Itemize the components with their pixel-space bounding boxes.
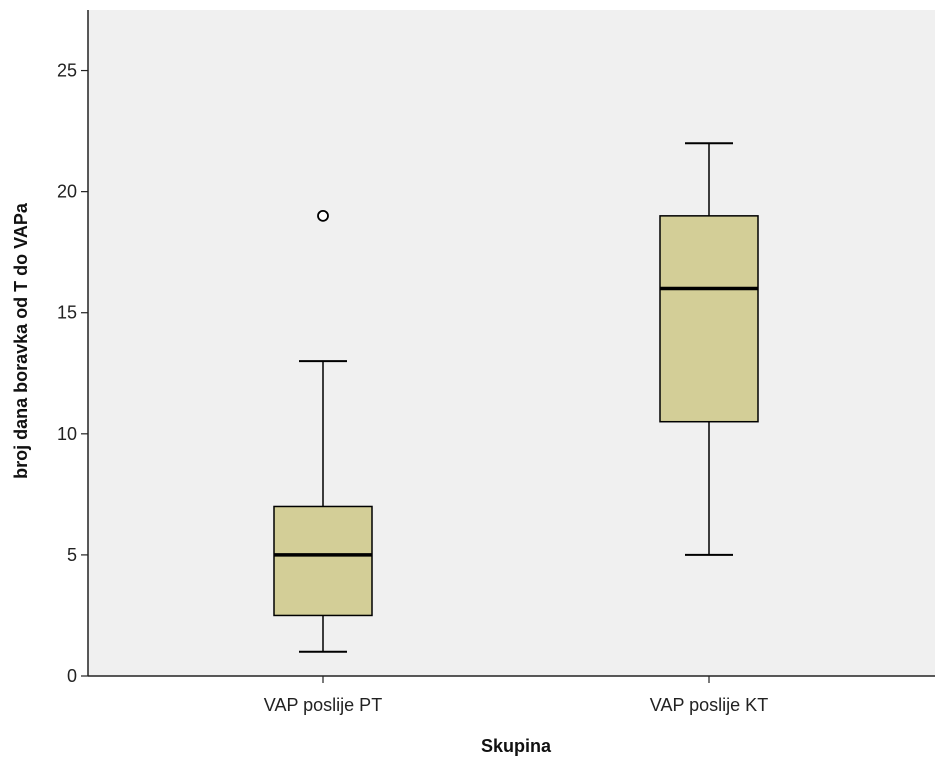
x-tick-label: VAP poslije PT xyxy=(264,695,382,715)
box-group xyxy=(659,142,759,556)
y-tick-label: 10 xyxy=(57,424,77,444)
y-tick-label: 15 xyxy=(57,303,77,323)
plot-area xyxy=(88,10,935,676)
box-group xyxy=(273,209,373,653)
interquartile-box xyxy=(273,505,373,617)
box-series xyxy=(273,142,759,653)
y-axis: 0 5 10 15 20 25 xyxy=(57,10,89,686)
x-axis: VAP poslije PT VAP poslije KT xyxy=(88,675,935,715)
y-tick-label: 25 xyxy=(57,61,77,81)
y-tick-label: 0 xyxy=(67,666,77,686)
y-tick-label: 5 xyxy=(67,545,77,565)
y-tick-label: 20 xyxy=(57,182,77,202)
interquartile-box xyxy=(659,215,759,423)
outlier-point xyxy=(317,209,329,222)
x-tick-label: VAP poslije KT xyxy=(650,695,768,715)
y-axis-title: broj dana boravka od T do VAPa xyxy=(11,202,31,479)
x-axis-title: Skupina xyxy=(481,736,552,756)
